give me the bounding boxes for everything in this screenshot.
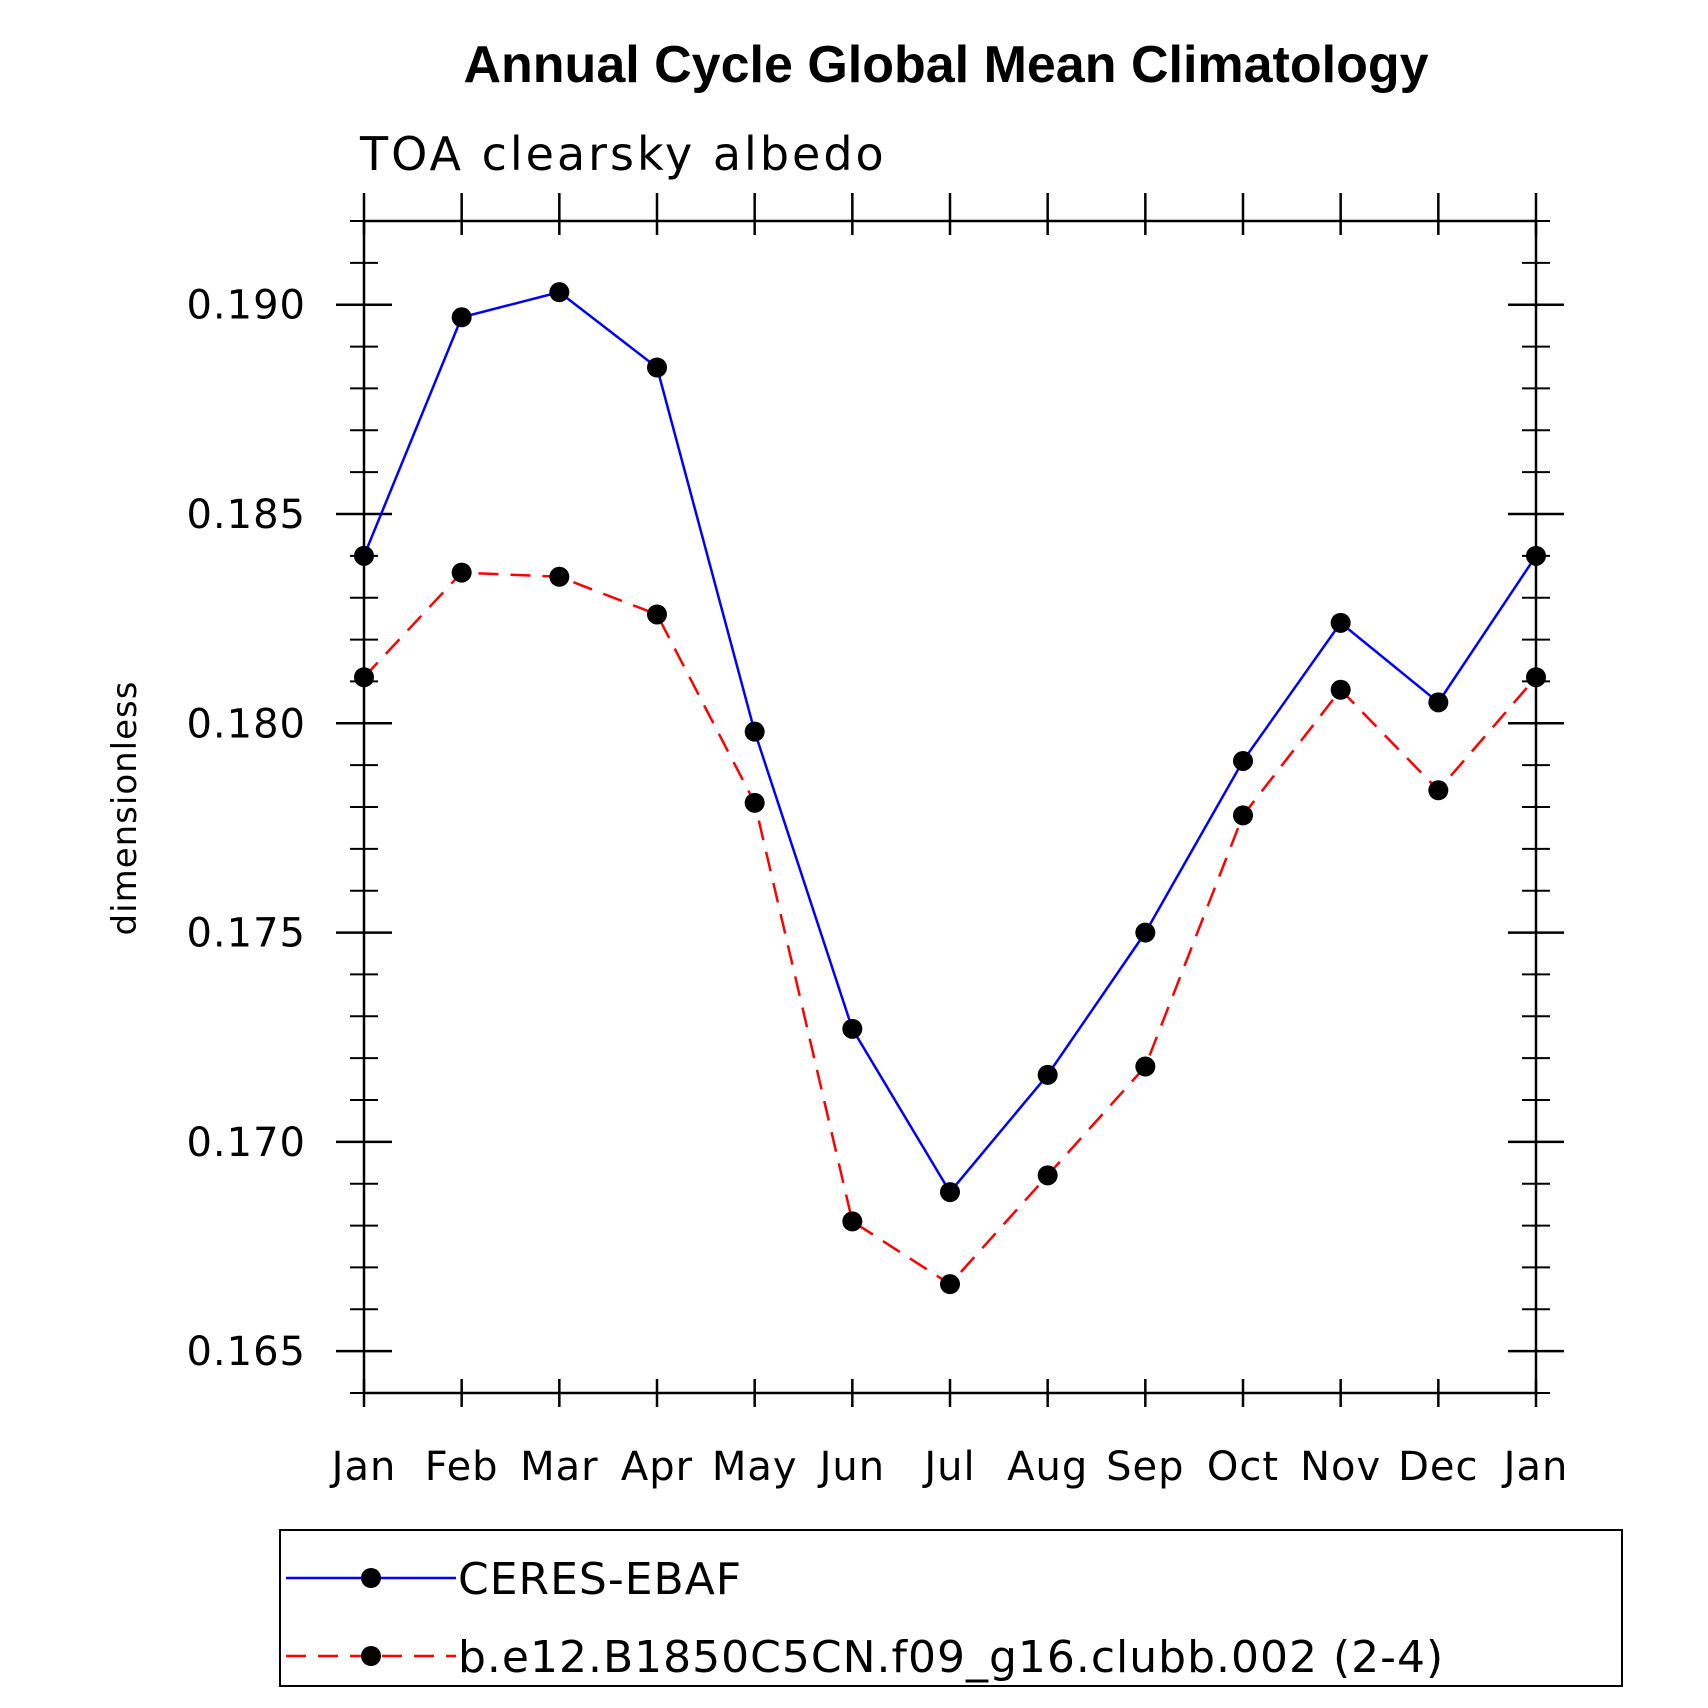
x-tick-label: Mar bbox=[520, 1444, 598, 1490]
series-1-point bbox=[1135, 922, 1156, 943]
x-tick-label: Nov bbox=[1300, 1444, 1381, 1490]
series-1-point bbox=[744, 721, 765, 742]
series-2-point bbox=[549, 566, 570, 587]
series-1-point bbox=[1233, 750, 1253, 771]
series-1-point bbox=[451, 307, 472, 328]
series-2-point bbox=[1037, 1165, 1058, 1186]
x-tick-label: Jan bbox=[1501, 1444, 1569, 1490]
y-tick-label: 0.180 bbox=[186, 701, 306, 747]
axis-ticks bbox=[336, 193, 1564, 1407]
series-1-point bbox=[1037, 1064, 1058, 1085]
x-tick-label: Jan bbox=[329, 1444, 397, 1490]
series-2-point bbox=[1330, 679, 1351, 700]
y-tick-label: 0.185 bbox=[186, 492, 306, 538]
x-tick-label: Feb bbox=[425, 1444, 499, 1490]
series-line-2 bbox=[363, 571, 1537, 1286]
series-2-point bbox=[842, 1211, 863, 1232]
x-tick-label: Aug bbox=[1007, 1444, 1088, 1490]
chart-title: Annual Cycle Global Mean Climatology bbox=[463, 36, 1428, 94]
series-markers bbox=[354, 282, 1546, 1295]
x-tick-label: Apr bbox=[621, 1444, 693, 1490]
x-tick-label: May bbox=[712, 1444, 798, 1490]
plot-frame bbox=[362, 219, 1538, 1395]
series-1-point bbox=[842, 1018, 863, 1039]
series-2-point bbox=[1428, 780, 1449, 801]
chart-subtitle: TOA clearsky albedo bbox=[359, 127, 887, 181]
x-tick-label: Sep bbox=[1106, 1444, 1184, 1490]
x-tick-label: Jun bbox=[817, 1444, 886, 1490]
x-tick-label: Jul bbox=[921, 1444, 975, 1490]
series-1-point bbox=[1428, 692, 1449, 713]
series-lines bbox=[362, 290, 1538, 1286]
legend-label-2: b.e12.B1850C5CN.f09_g16.clubb.002 (2-4) bbox=[458, 1632, 1444, 1683]
y-tick-label: 0.165 bbox=[186, 1329, 306, 1375]
y-axis-label: dimensionless bbox=[105, 681, 145, 936]
x-tick-label: Dec bbox=[1398, 1444, 1478, 1490]
series-2-point bbox=[1233, 805, 1253, 826]
legend-box bbox=[279, 1529, 1623, 1687]
series-1-point bbox=[549, 282, 570, 303]
series-1-point bbox=[1330, 612, 1351, 633]
series-2-point bbox=[451, 562, 472, 583]
series-2-point bbox=[1135, 1056, 1156, 1077]
series-2-point bbox=[940, 1274, 960, 1295]
y-tick-label: 0.190 bbox=[186, 283, 306, 329]
series-1-point bbox=[647, 357, 667, 378]
y-tick-label: 0.170 bbox=[186, 1120, 306, 1166]
x-tick-label: Oct bbox=[1207, 1444, 1279, 1490]
series-2-point bbox=[744, 792, 765, 813]
y-tick-label: 0.175 bbox=[186, 911, 306, 957]
legend: CERES-EBAF b.e12.B1850C5CN.f09_g16.clubb.… bbox=[279, 1529, 1623, 1687]
series-2-point bbox=[647, 604, 667, 625]
series-1-point bbox=[940, 1182, 960, 1203]
tick-labels: Jan Feb Mar Apr May Jun Jul Aug Sep Oct Nov Dec Jan 0… bbox=[186, 283, 1569, 1490]
legend-label-1: CERES-EBAF bbox=[458, 1554, 742, 1605]
legend-marker-1 bbox=[361, 1568, 381, 1588]
legend-marker-2 bbox=[361, 1646, 381, 1666]
series-line-1 bbox=[362, 290, 1538, 1195]
